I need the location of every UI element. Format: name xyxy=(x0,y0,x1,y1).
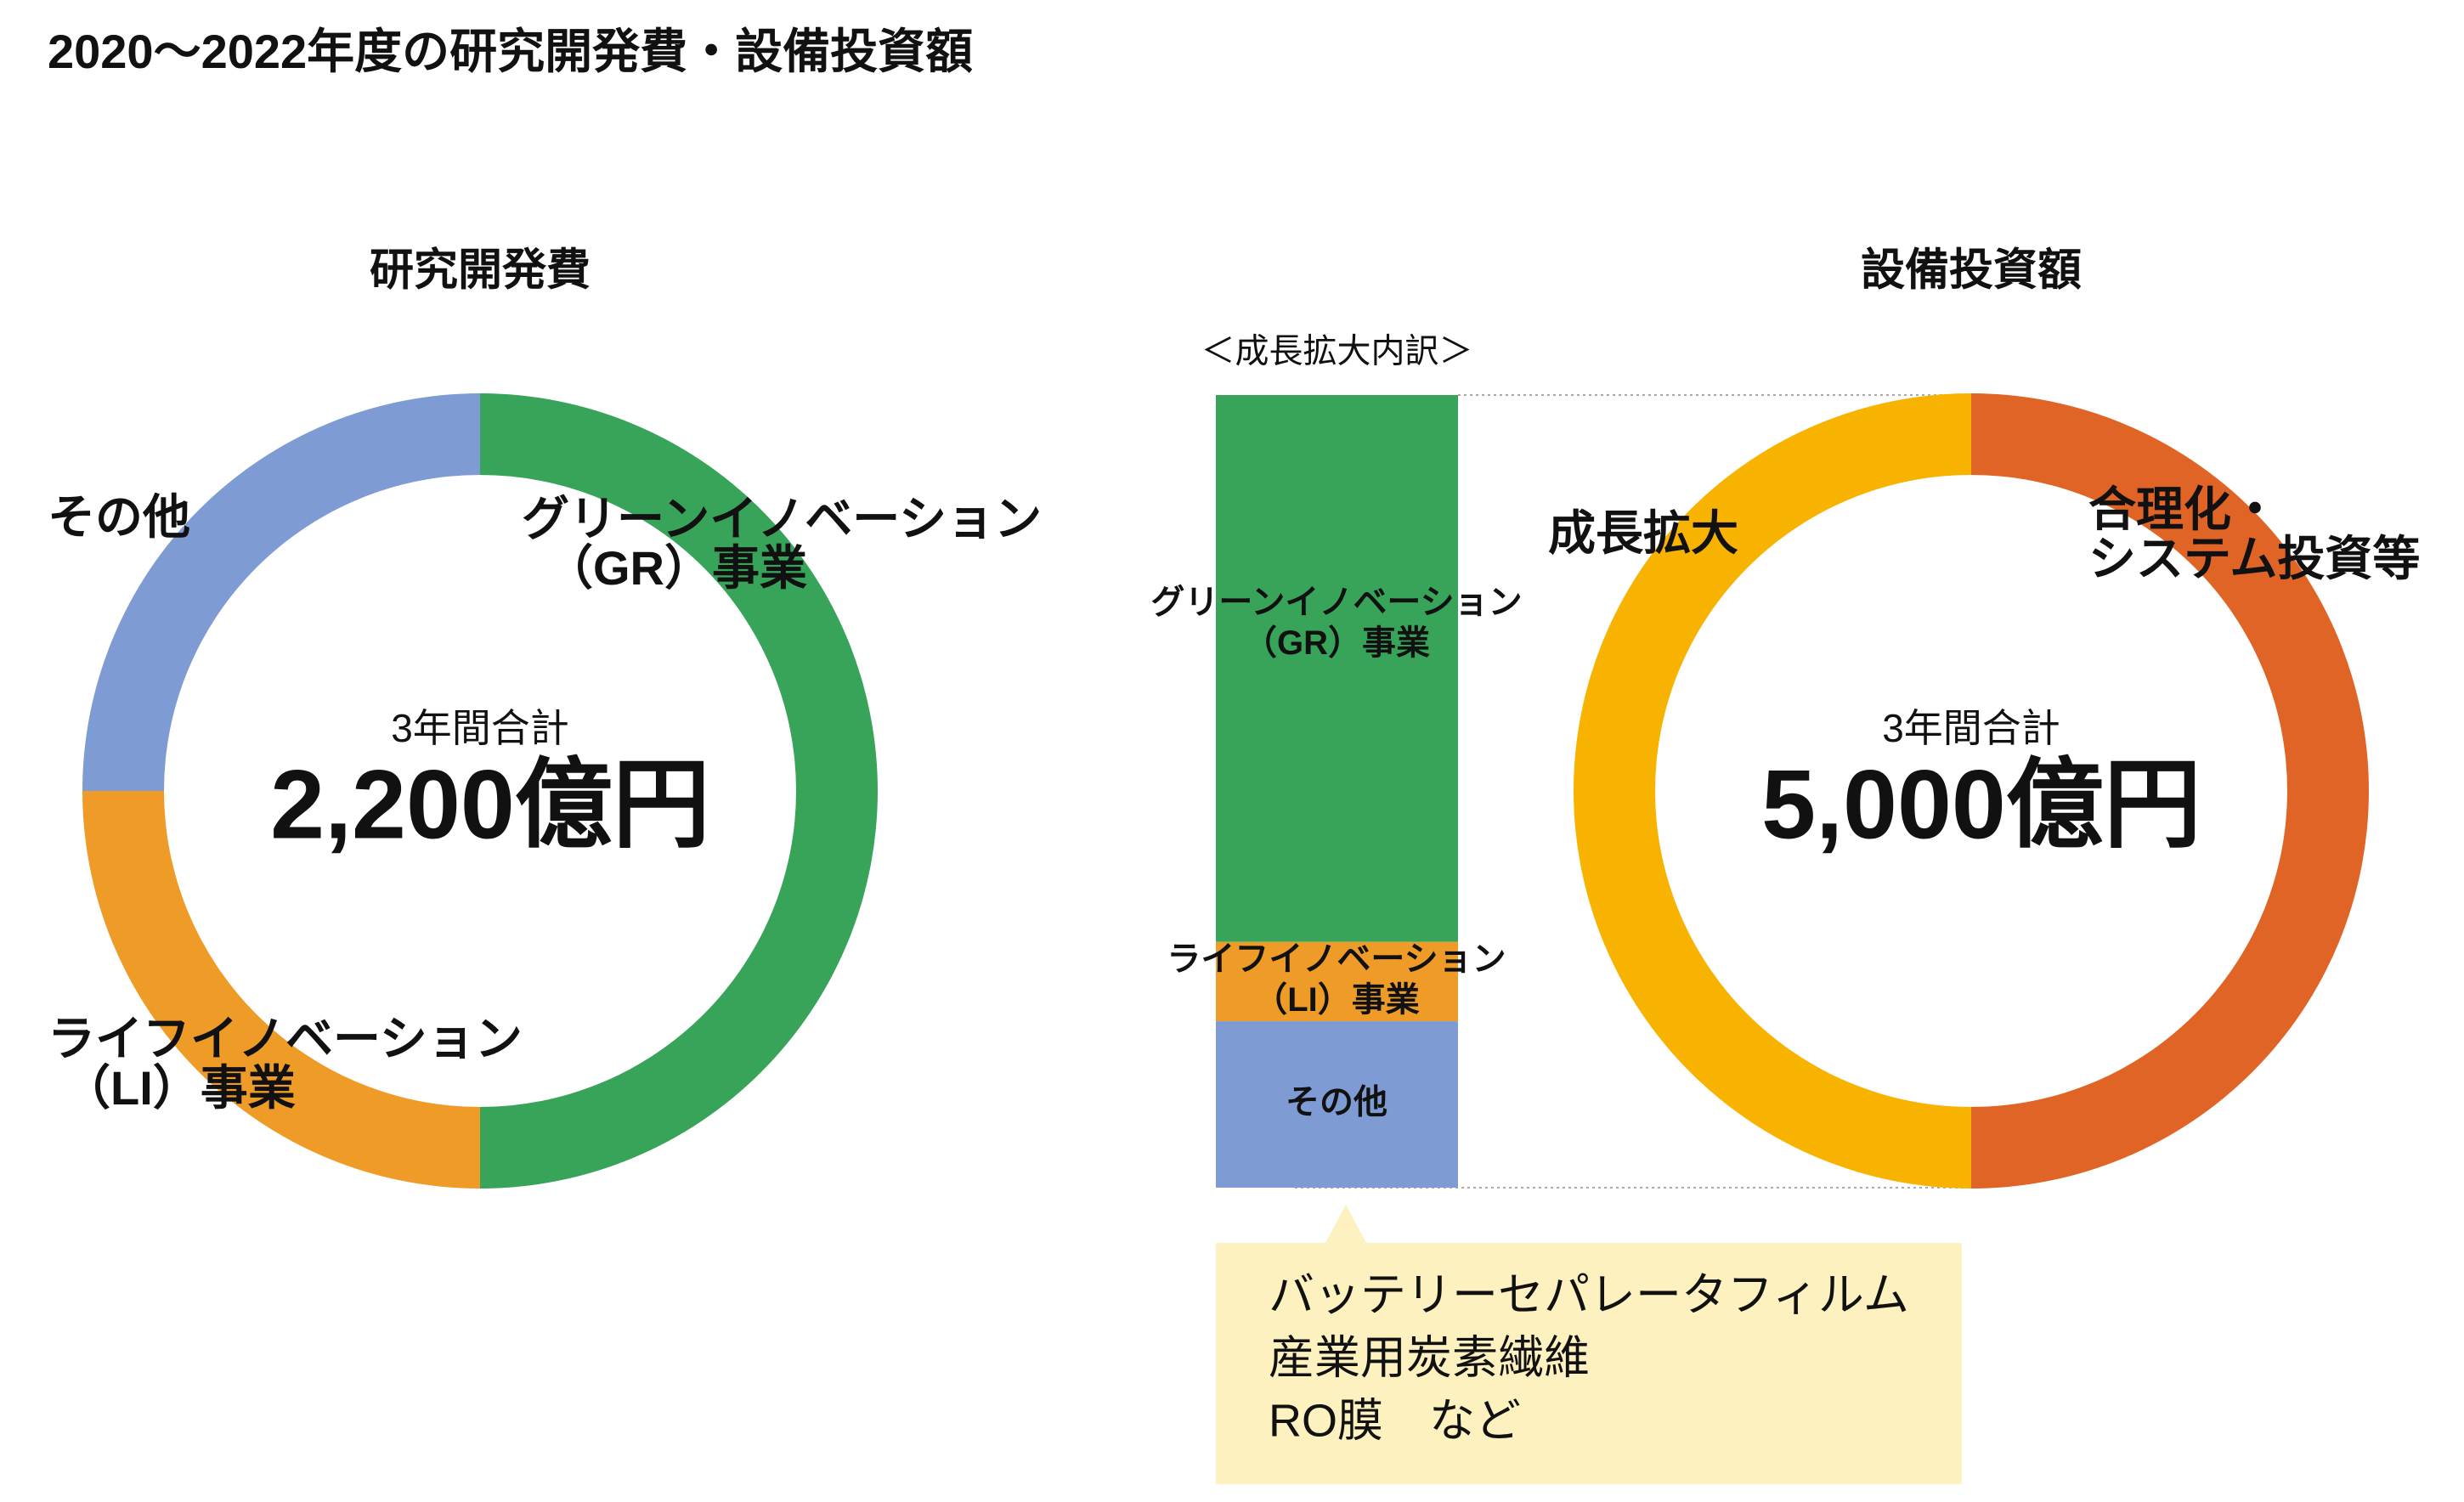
bar-segment xyxy=(1216,1021,1458,1188)
callout-text: RO膜 など xyxy=(1269,1395,1521,1446)
callout-box xyxy=(1216,1243,1962,1484)
donut-segment xyxy=(1574,393,1971,1189)
center-total: 2,200億円 xyxy=(270,750,710,859)
segment-label: グリーンイノベーション xyxy=(522,492,1042,545)
segment-label: その他 xyxy=(1286,1084,1387,1121)
donut-segment xyxy=(480,393,878,1189)
bar-segment xyxy=(1216,395,1458,942)
callout-text: 産業用炭素繊維 xyxy=(1269,1332,1590,1383)
segment-label: ライフイノベーション xyxy=(1167,940,1506,978)
segment-label: ライフイノベーション xyxy=(48,1012,523,1065)
segment-label: （GR）事業 xyxy=(1243,624,1430,662)
segment-label: （GR）事業 xyxy=(545,541,807,595)
segment-label: （LI）事業 xyxy=(1253,981,1420,1019)
donut-segment xyxy=(1971,393,2369,1189)
center-caption: 3年間合計 xyxy=(391,706,569,750)
segment-label: （LI）事業 xyxy=(63,1061,296,1115)
page-title: 2020〜2022年度の研究開発費・設備投資額 xyxy=(48,25,973,78)
segment-label: システム投資等 xyxy=(2088,532,2420,585)
bar-segment xyxy=(1216,941,1458,1022)
center-total: 5,000億円 xyxy=(1761,750,2201,859)
callout-pointer xyxy=(1325,1205,1366,1243)
chart-title: 研究開発費 xyxy=(370,246,591,296)
segment-label: グリーンイノベーション xyxy=(1150,584,1522,621)
center-caption: 3年間合計 xyxy=(1882,706,2060,750)
chart-title: ＜成長拡大内訳＞ xyxy=(1201,333,1473,370)
segment-label: 合理化・ xyxy=(2088,483,2279,536)
donut-segment xyxy=(82,393,480,791)
callout-text: バッテリーセパレータフィルム xyxy=(1269,1269,1909,1320)
chart-title: 設備投資額 xyxy=(1861,246,2082,296)
segment-label: その他 xyxy=(48,490,190,544)
donut-segment xyxy=(82,791,480,1189)
segment-label: 成長拡大 xyxy=(1548,506,1738,560)
